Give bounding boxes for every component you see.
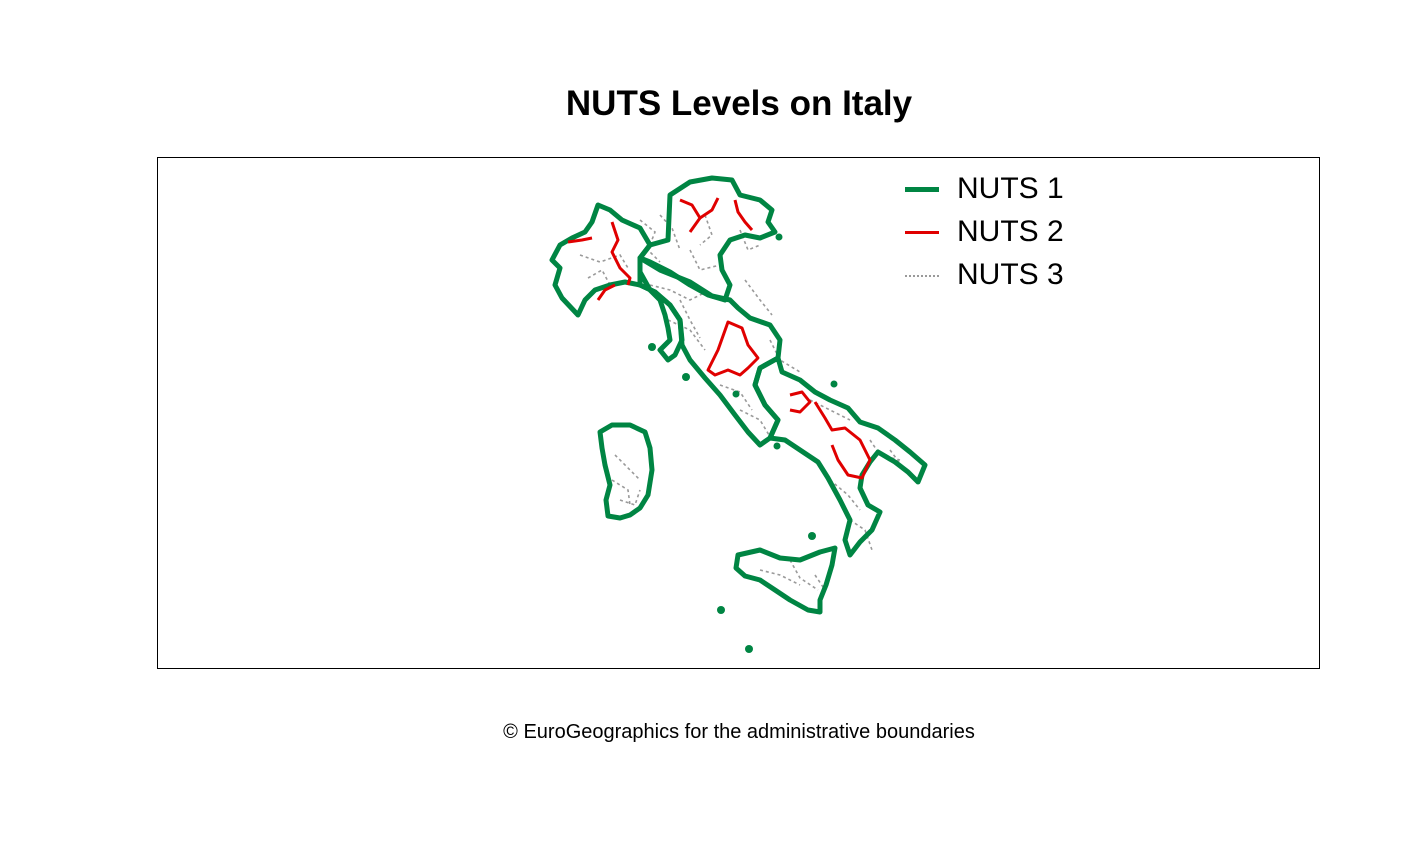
- nuts1-boundaries: [549, 175, 928, 615]
- legend-item-nuts3: NUTS 3: [905, 258, 1105, 296]
- legend-swatch-nuts2: [905, 231, 939, 234]
- legend-item-nuts2: NUTS 2: [905, 215, 1105, 253]
- map-frame: [157, 157, 1320, 669]
- legend-swatch-nuts3: [905, 275, 939, 277]
- attribution-caption: © EuroGeographics for the administrative…: [503, 721, 975, 743]
- map-title: NUTS Levels on Italy: [565, 84, 913, 123]
- legend-item-nuts1: NUTS 1: [905, 172, 1105, 210]
- nuts2-boundaries: [567, 197, 872, 480]
- legend-label-nuts1: NUTS 1: [957, 172, 1064, 205]
- legend-label-nuts3: NUTS 3: [957, 258, 1064, 291]
- legend-label-nuts2: NUTS 2: [957, 215, 1064, 248]
- small-islands: [648, 233, 838, 653]
- nuts3-boundaries: [579, 214, 916, 606]
- legend-swatch-nuts1: [905, 187, 939, 192]
